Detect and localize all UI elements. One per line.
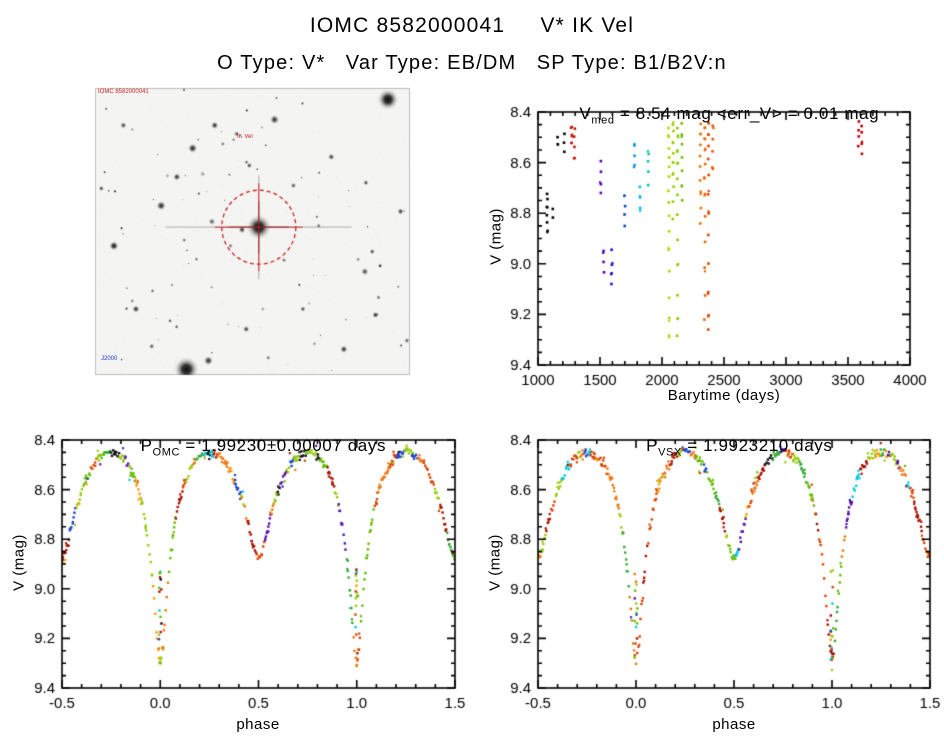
phase-omc-title: POMC = 1.99230±0.00007 days: [58, 416, 458, 458]
timeplot-title-sub: med: [591, 114, 615, 127]
page-subtitle: O Type: V* Var Type: EB/DM SP Type: B1/B…: [217, 52, 727, 74]
timeplot-ylabel: V (mag): [487, 208, 505, 265]
finder-target-label: IK Vel: [237, 134, 253, 140]
phase-omc-title-sub: OMC: [152, 446, 181, 459]
finder-id-label: IOMC 8582000041: [98, 89, 149, 95]
phase-vsx-title: PVSX = 1.9923210 days: [534, 416, 934, 458]
phase-omc-xlabel: phase: [236, 716, 280, 733]
page-title: IOMC 8582000041 V* IK Vel: [309, 14, 635, 37]
timeplot-title-rest: = 8.54 mag <err_V> = 0.01 mag: [614, 104, 880, 123]
phase-omc-title-prefix: P: [140, 436, 153, 455]
finder-coords-label: J2000: [101, 356, 118, 362]
phase-omc-title-rest: = 1.99230±0.00007 days: [180, 436, 387, 455]
phase-vsx-title-sub: VSX: [658, 446, 682, 459]
phase-vsx-title-prefix: P: [646, 436, 659, 455]
timeplot-title: Vmed = 8.54 mag <err_V> = 0.01 mag: [514, 84, 934, 126]
phase-omc-ylabel: V (mag): [10, 534, 28, 591]
phase-vsx-ylabel: V (mag): [486, 534, 504, 591]
phase-vsx-xlabel: phase: [712, 716, 756, 733]
phase-vsx-title-rest: = 1.9923210 days: [681, 436, 833, 455]
timeplot-xlabel: Barytime (days): [667, 387, 781, 404]
timeplot-title-prefix: V: [579, 104, 592, 123]
